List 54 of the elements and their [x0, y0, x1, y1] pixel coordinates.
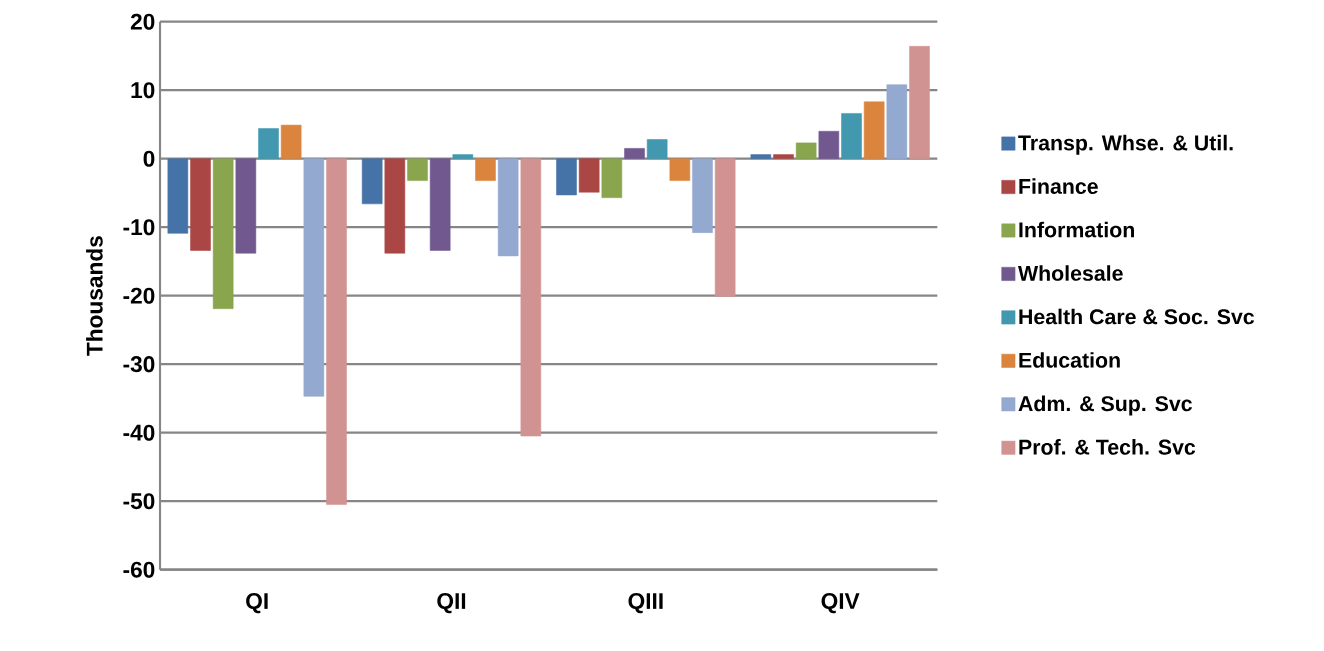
bar: [669, 158, 691, 182]
y-tick-label: -30: [123, 356, 155, 373]
legend-label: Wholesale: [1018, 265, 1123, 282]
bar: [167, 158, 189, 234]
y-tick-label: -10: [123, 219, 155, 236]
x-tick-label: QIII: [628, 593, 663, 614]
bar: [280, 125, 302, 160]
bar: [212, 158, 234, 310]
bar: [326, 158, 347, 506]
bar: [601, 158, 623, 199]
y-tick-label: 20: [130, 13, 155, 30]
bar: [795, 142, 817, 160]
legend-label: Finance: [1019, 178, 1098, 195]
bar: [841, 113, 862, 160]
legend-label: Prof. & Tech. Svc: [1019, 439, 1196, 455]
bar: [863, 101, 885, 160]
legend-label: Health Care & Soc. Svc: [1019, 308, 1255, 325]
x-tick-label: QI: [246, 593, 268, 614]
legend-label: Information: [1019, 221, 1134, 238]
bar: [578, 158, 600, 193]
bar: [520, 158, 542, 437]
bar: [407, 158, 428, 182]
bar: [303, 158, 325, 397]
bar: [886, 84, 908, 160]
x-tick-label: QIV: [821, 593, 860, 614]
bar: [497, 158, 519, 257]
bar: [475, 158, 496, 182]
legend-label: Adm. & Sup. Svc: [1018, 395, 1192, 416]
bar: [235, 158, 257, 254]
bar: [714, 158, 736, 297]
y-tick-label: 10: [131, 82, 155, 99]
y-tick-label: -40: [123, 424, 155, 441]
legend-label: Education: [1019, 352, 1120, 368]
legend-label: Transp. Whse. & Util.: [1018, 135, 1233, 155]
y-tick-label: -20: [123, 287, 155, 304]
x-tick-label: QII: [437, 593, 466, 614]
y-tick-label: -60: [123, 561, 155, 578]
bar: [818, 131, 840, 160]
y-tick-label: -50: [123, 493, 155, 510]
bar: [556, 158, 577, 196]
bar: [361, 158, 383, 205]
y-axis-title: Thousands: [86, 236, 103, 357]
y-tick-label: 0: [143, 150, 155, 167]
bar: [258, 128, 279, 160]
bar: [909, 46, 930, 160]
bar: [384, 158, 406, 254]
bar: [750, 154, 772, 160]
bar: [692, 158, 713, 234]
bar: [624, 148, 645, 160]
bar: [429, 158, 451, 251]
bar: [646, 139, 668, 160]
bar: [452, 154, 474, 160]
bar: [190, 158, 211, 251]
bar: [773, 154, 794, 160]
